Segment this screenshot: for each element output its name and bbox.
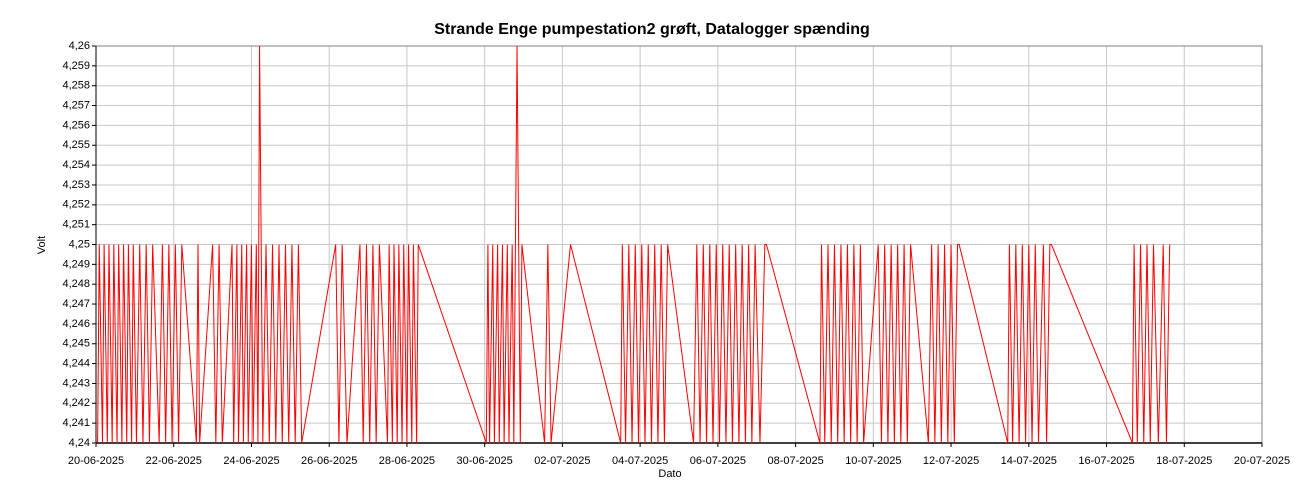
x-tick-label: 08-07-2025 — [767, 455, 823, 467]
x-tick-label: 28-06-2025 — [379, 455, 435, 467]
x-tick-label: 02-07-2025 — [534, 455, 590, 467]
y-tick-label: 4,26 — [69, 40, 90, 52]
y-tick-label: 4,253 — [62, 179, 90, 191]
y-tick-label: 4,254 — [62, 159, 90, 171]
y-tick-label: 4,247 — [62, 298, 90, 310]
y-tick-label: 4,251 — [62, 219, 90, 231]
y-tick-label: 4,252 — [62, 199, 90, 211]
x-tick-label: 22-06-2025 — [146, 455, 202, 467]
y-tick-label: 4,24 — [69, 437, 90, 449]
y-tick-label: 4,245 — [62, 338, 90, 350]
x-tick-label: 06-07-2025 — [690, 455, 746, 467]
y-tick-label: 4,259 — [62, 60, 90, 72]
x-tick-label: 30-06-2025 — [457, 455, 513, 467]
y-tick-label: 4,248 — [62, 278, 90, 290]
y-tick-label: 4,25 — [69, 238, 90, 250]
x-tick-label: 24-06-2025 — [223, 455, 279, 467]
x-tick-label: 04-07-2025 — [612, 455, 668, 467]
y-tick-label: 4,257 — [62, 99, 90, 111]
x-tick-label: 10-07-2025 — [845, 455, 901, 467]
x-axis-label: Dato — [658, 468, 681, 480]
y-tick-label: 4,244 — [62, 358, 90, 370]
y-axis-label: Volt — [36, 236, 48, 254]
x-tick-label: 14-07-2025 — [1001, 455, 1057, 467]
y-tick-label: 4,243 — [62, 377, 90, 389]
data-line — [97, 45, 1171, 444]
x-tick-label: 20-07-2025 — [1234, 455, 1290, 467]
x-tick-label: 16-07-2025 — [1078, 455, 1134, 467]
x-tick-label: 20-06-2025 — [68, 455, 124, 467]
x-tick-label: 12-07-2025 — [923, 455, 979, 467]
x-tick-label: 18-07-2025 — [1156, 455, 1212, 467]
y-tick-label: 4,249 — [62, 258, 90, 270]
y-tick-label: 4,242 — [62, 397, 90, 409]
y-tick-label: 4,241 — [62, 417, 90, 429]
y-tick-label: 4,246 — [62, 318, 90, 330]
y-tick-label: 4,255 — [62, 139, 90, 151]
x-tick-label: 26-06-2025 — [301, 455, 357, 467]
y-tick-label: 4,258 — [62, 80, 90, 92]
y-tick-label: 4,256 — [62, 119, 90, 131]
chart-title: Strande Enge pumpestation2 grøft, Datalo… — [434, 21, 870, 38]
